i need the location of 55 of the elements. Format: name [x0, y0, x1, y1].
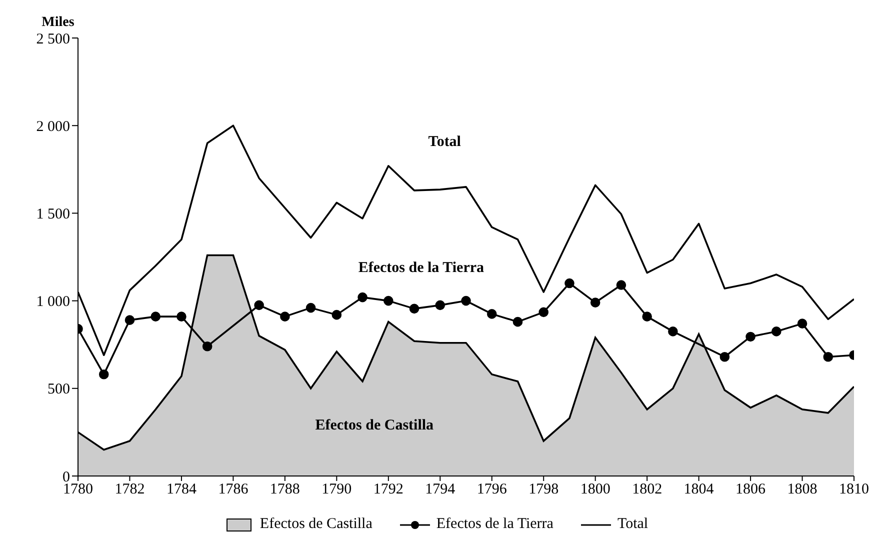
x-tick-label: 1792 — [373, 482, 404, 498]
point — [512, 316, 523, 327]
point — [538, 307, 548, 318]
point — [461, 296, 471, 306]
x-tick-label: 1806 — [736, 482, 766, 498]
annotation: Efectos de la Tierra — [358, 260, 485, 276]
point — [384, 296, 394, 306]
x-tick-label: 1802 — [632, 482, 662, 498]
point — [176, 312, 186, 322]
point — [254, 300, 264, 310]
point — [772, 326, 782, 336]
point — [409, 304, 420, 314]
point — [720, 352, 730, 362]
legend-label: Total — [616, 516, 648, 533]
y-tick-label: 2 000 — [36, 118, 70, 135]
y-tick-label: 1 500 — [36, 206, 70, 223]
x-tick-label: 1788 — [270, 482, 300, 498]
x-tick-label: 1804 — [684, 482, 714, 498]
point — [306, 302, 316, 313]
point — [797, 318, 808, 328]
x-tick-label: 1798 — [528, 482, 559, 498]
point — [150, 312, 160, 322]
legend-label: Efectos de la Tierra — [435, 516, 554, 533]
point — [98, 369, 109, 380]
point — [590, 298, 600, 308]
x-tick-label: 1794 — [425, 482, 456, 498]
y-tick-label: 500 — [48, 382, 70, 398]
x-tick-label: 1780 — [63, 482, 93, 498]
point — [668, 326, 678, 336]
point — [564, 278, 574, 288]
point — [358, 292, 368, 302]
y-tick-label: 1 000 — [36, 294, 70, 310]
point — [280, 312, 290, 322]
x-tick-label: 1782 — [114, 482, 145, 498]
x-tick-label: 1800 — [580, 482, 610, 498]
point — [124, 315, 135, 325]
annotation: Total — [428, 134, 461, 150]
point — [616, 280, 626, 290]
point — [435, 300, 446, 310]
x-tick-label: 1796 — [476, 482, 508, 498]
x-tick-label: 1790 — [322, 482, 352, 498]
y-tick-label: 2 500 — [36, 31, 70, 48]
y-axis-title: Miles — [42, 15, 75, 30]
point — [332, 310, 342, 320]
point — [486, 309, 497, 319]
point — [202, 341, 212, 352]
point — [642, 312, 652, 322]
x-tick-label: 1808 — [787, 482, 818, 498]
point — [746, 332, 756, 342]
x-tick-label: 1786 — [218, 482, 249, 498]
x-tick-label: 1784 — [166, 482, 197, 498]
x-tick-label: 1810 — [839, 482, 869, 498]
point — [823, 352, 834, 362]
annotation: Efectos de Castilla — [315, 418, 434, 434]
legend-label: Efectos de Castilla — [258, 516, 372, 533]
